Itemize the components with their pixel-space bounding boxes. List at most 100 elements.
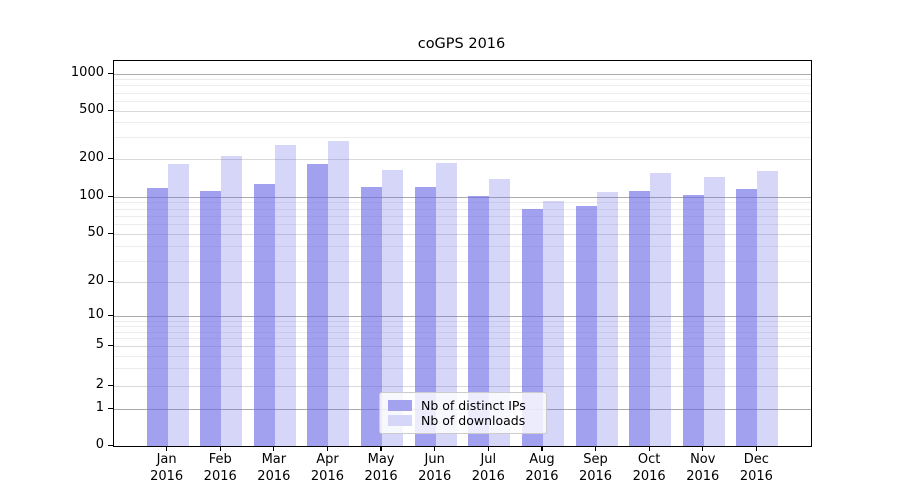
- x-tick-label-mar: Mar 2016: [257, 452, 291, 484]
- gridline-500: [114, 110, 811, 112]
- bar-may-distinct-ips: [361, 187, 383, 446]
- x-tick-mark-jan: [166, 446, 168, 451]
- gridline-900: [114, 79, 811, 81]
- y-tick-label-1000: 1000: [70, 64, 104, 80]
- gridline-90: [114, 202, 811, 204]
- gridline-300: [114, 137, 811, 139]
- gridline-40: [114, 245, 811, 247]
- x-tick-mark-jun: [434, 446, 436, 451]
- y-tick-label-100: 100: [79, 187, 104, 203]
- bar-jun-distinct-ips: [414, 186, 436, 446]
- gridline-30: [114, 260, 811, 262]
- x-tick-label-may: May 2016: [364, 452, 398, 484]
- bar-aug-downloads: [542, 200, 564, 446]
- bar-feb-distinct-ips: [200, 190, 222, 446]
- y-tick-label-1: 1: [95, 400, 104, 415]
- y-tick-mark-20: [108, 281, 113, 283]
- x-tick-label-oct: Oct 2016: [632, 452, 666, 484]
- legend-item-downloads: Nb of downloads: [388, 413, 538, 428]
- y-tick-label-2: 2: [95, 377, 104, 392]
- legend-swatch-distinct-ips: [388, 400, 412, 411]
- x-tick-label-jul: Jul 2016: [471, 452, 505, 484]
- gridline-3: [114, 368, 811, 370]
- x-tick-label-sep: Sep 2016: [578, 452, 613, 484]
- y-tick-mark-10: [108, 315, 113, 317]
- bar-sep-downloads: [596, 191, 618, 446]
- legend-label-distinct-ips: Nb of distinct IPs: [421, 398, 526, 413]
- x-tick-label-aug: Aug 2016: [525, 452, 559, 484]
- bar-jun-downloads: [435, 163, 457, 446]
- legend-item-distinct-ips: Nb of distinct IPs: [388, 398, 538, 413]
- bar-oct-distinct-ips: [629, 190, 651, 446]
- y-tick-label-20: 20: [87, 273, 104, 289]
- gridline-100: [114, 196, 811, 198]
- x-tick-mark-apr: [326, 446, 329, 451]
- x-tick-label-feb: Feb 2016: [203, 452, 237, 484]
- gridline-80: [114, 208, 811, 210]
- x-tick-label-dec: Dec 2016: [739, 452, 773, 484]
- gridline-2: [114, 386, 811, 387]
- gridline-50: [114, 233, 811, 235]
- y-tick-label-200: 200: [79, 149, 104, 165]
- gridline-6: [114, 338, 811, 340]
- y-tick-label-0: 0: [95, 436, 104, 452]
- y-tick-mark-50: [108, 232, 113, 234]
- bar-jan-downloads: [167, 164, 189, 446]
- bar-dec-downloads: [757, 171, 779, 446]
- gridline-5: [114, 346, 811, 347]
- x-tick-label-apr: Apr 2016: [310, 452, 344, 484]
- bar-oct-downloads: [650, 173, 672, 446]
- gridline-7: [114, 331, 811, 333]
- gridline-400: [114, 122, 811, 124]
- bar-apr-distinct-ips: [307, 163, 329, 446]
- bar-mar-downloads: [274, 145, 296, 446]
- x-tick-mark-feb: [219, 446, 221, 451]
- x-tick-mark-dec: [755, 446, 757, 451]
- bar-nov-downloads: [703, 177, 725, 446]
- legend-label-downloads: Nb of downloads: [421, 413, 526, 428]
- y-tick-mark-500: [108, 109, 113, 111]
- bar-mar-distinct-ips: [253, 184, 275, 446]
- legend-swatch-downloads: [388, 415, 412, 426]
- bar-may-downloads: [382, 170, 404, 446]
- bar-apr-downloads: [328, 141, 350, 446]
- y-tick-label-10: 10: [87, 307, 104, 323]
- x-tick-mark-mar: [273, 446, 275, 451]
- gridline-700: [114, 92, 811, 94]
- y-tick-mark-5: [108, 345, 113, 347]
- gridline-70: [114, 215, 811, 217]
- bar-jan-distinct-ips: [146, 188, 168, 446]
- x-tick-mark-oct: [648, 446, 650, 451]
- gridline-200: [114, 158, 811, 160]
- x-tick-label-jan: Jan 2016: [150, 452, 184, 484]
- y-tick-mark-100: [108, 195, 113, 197]
- y-tick-label-500: 500: [79, 101, 104, 117]
- gridline-4: [114, 355, 811, 357]
- y-tick-mark-200: [108, 157, 113, 159]
- x-tick-label-nov: Nov 2016: [686, 452, 720, 484]
- x-tick-mark-aug: [541, 446, 543, 451]
- bar-jul-downloads: [489, 178, 511, 446]
- y-tick-mark-0: [108, 444, 113, 446]
- gridline-800: [114, 85, 811, 87]
- y-tick-label-50: 50: [87, 224, 104, 240]
- gridline-600: [114, 100, 811, 102]
- y-tick-mark-1: [108, 408, 113, 410]
- y-tick-label-5: 5: [95, 337, 104, 352]
- chart-title: coGPS 2016: [417, 36, 506, 52]
- gridline-60: [114, 223, 811, 225]
- x-tick-label-jun: Jun 2016: [418, 452, 452, 484]
- x-tick-mark-nov: [702, 446, 704, 451]
- gridline-1000: [114, 73, 811, 75]
- bar-nov-distinct-ips: [682, 194, 704, 446]
- plot-area: [113, 60, 812, 447]
- x-tick-mark-jul: [487, 446, 489, 451]
- gridline-8: [114, 325, 811, 327]
- legend: Nb of distinct IPs Nb of downloads: [379, 392, 547, 434]
- y-tick-mark-1000: [108, 72, 113, 74]
- gridline-20: [114, 282, 811, 284]
- gridline-10: [114, 316, 811, 318]
- y-tick-mark-2: [108, 385, 113, 387]
- bar-dec-distinct-ips: [736, 188, 758, 446]
